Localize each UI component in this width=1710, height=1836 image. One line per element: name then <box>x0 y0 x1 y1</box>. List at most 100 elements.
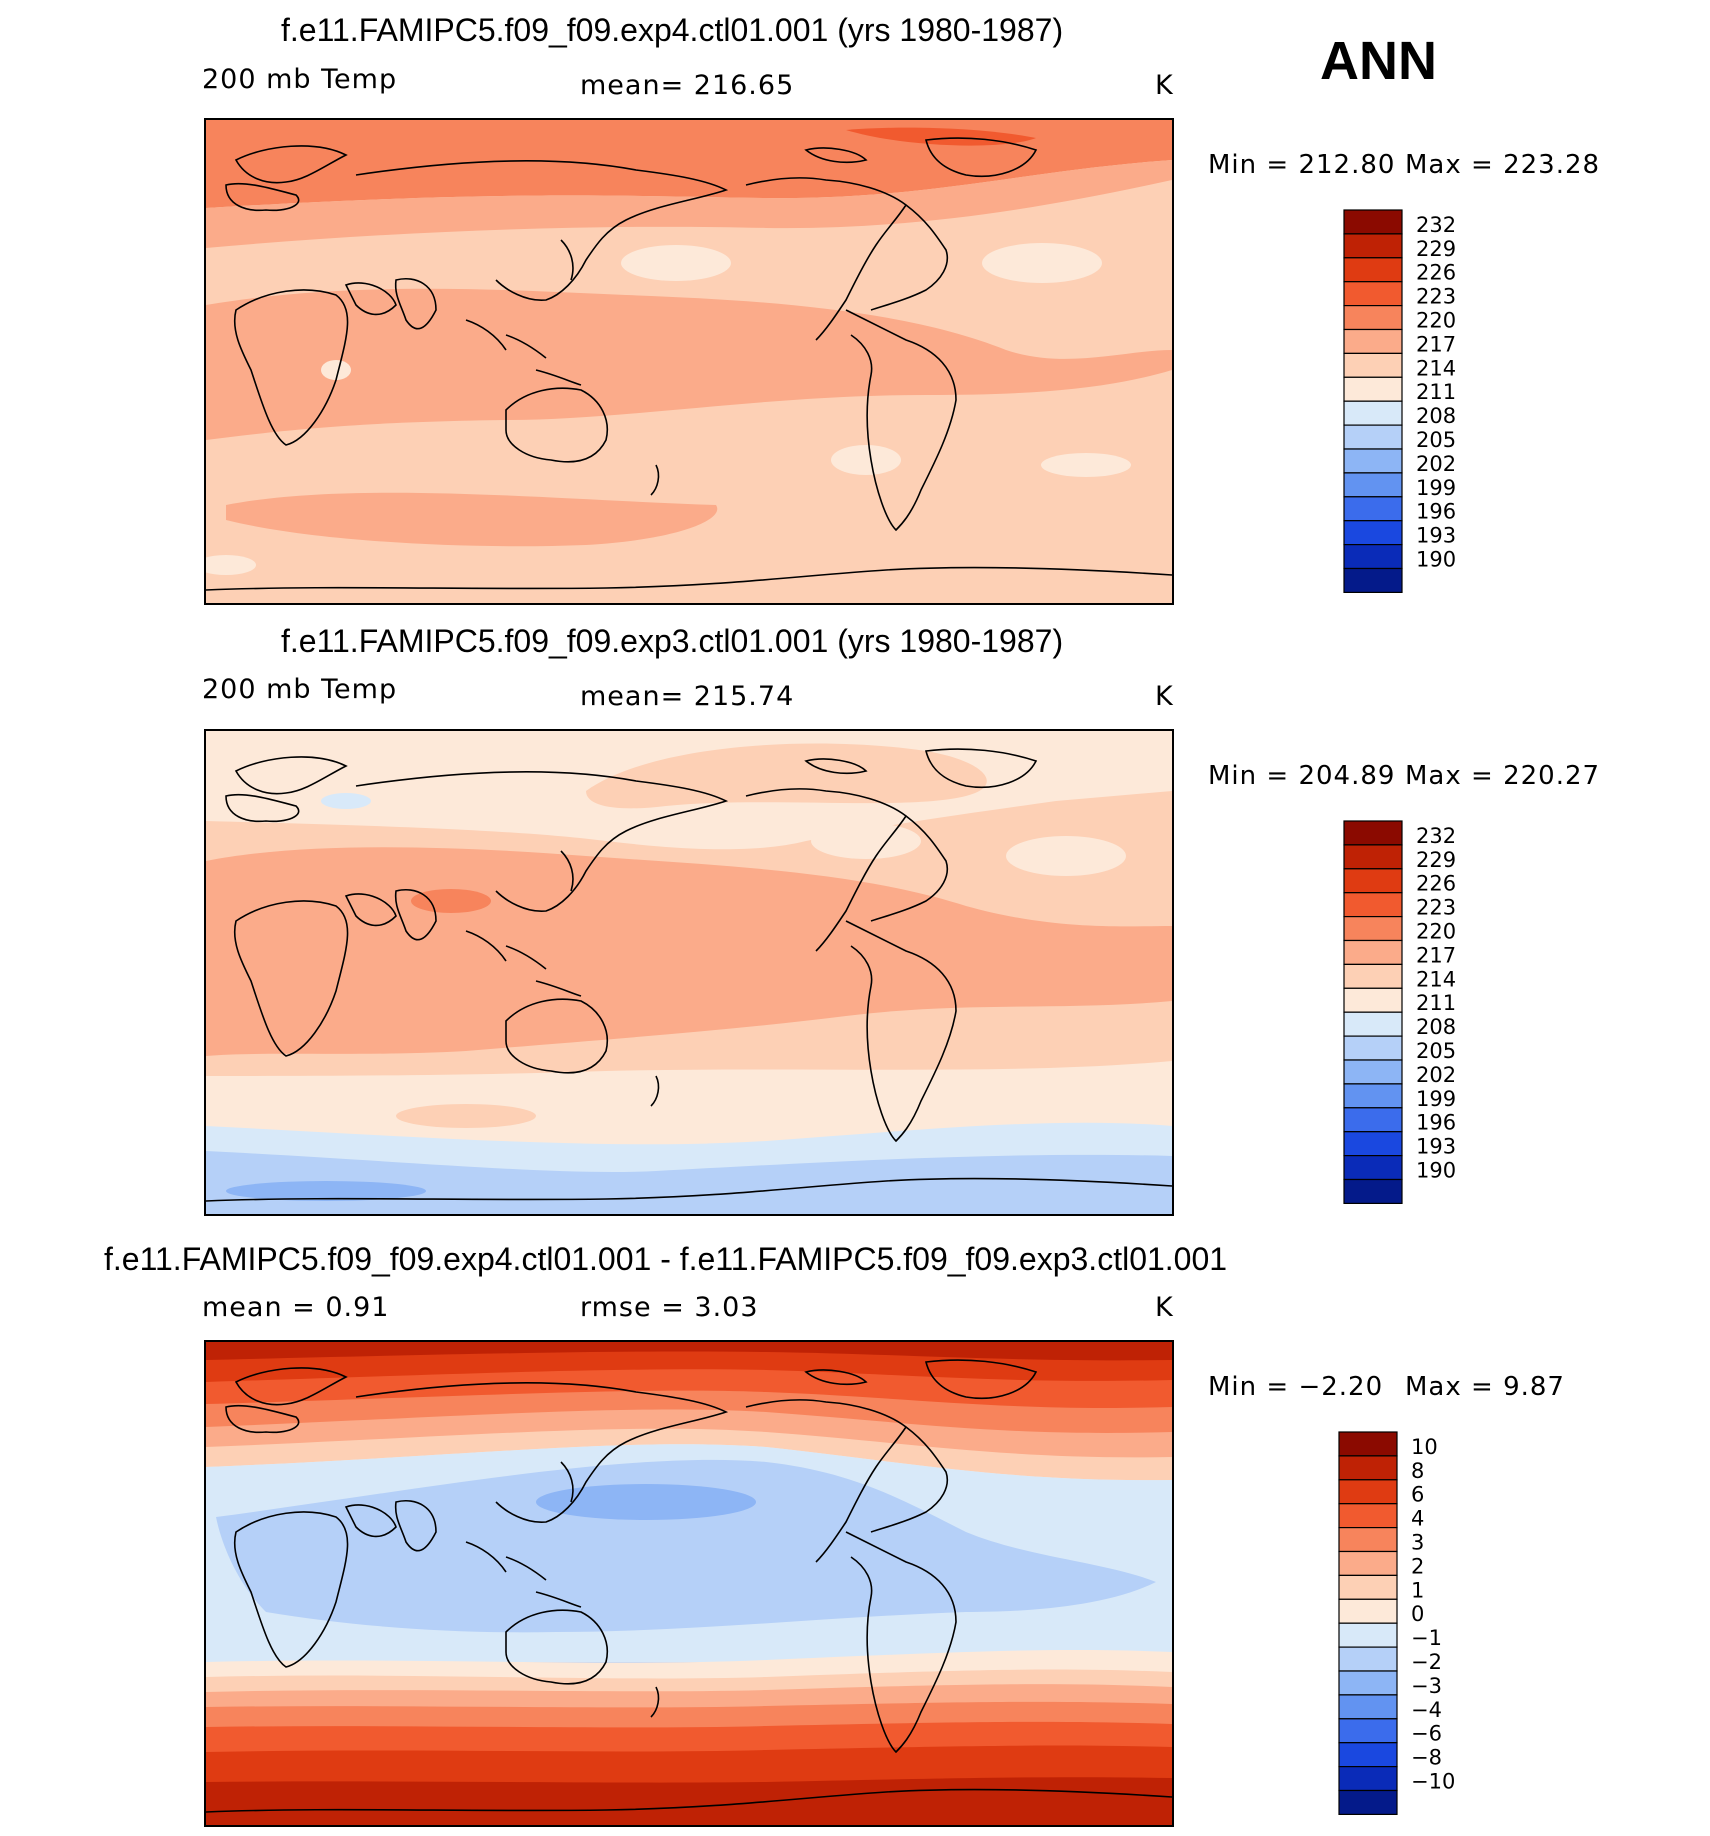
panel1-mean-label: mean= 216.65 <box>580 70 795 101</box>
colorbar-tick-label: 0 <box>1411 1602 1424 1626</box>
colorbar-bin <box>1343 400 1403 426</box>
coastline <box>225 1404 300 1434</box>
colorbar-tick-label: 10 <box>1411 1435 1438 1459</box>
colorbar-tick-label: 190 <box>1416 1159 1456 1183</box>
colorbar-tick-label: 4 <box>1411 1507 1424 1531</box>
panel3-title: f.e11.FAMIPC5.f09_f09.exp4.ctl01.001 - f… <box>104 1241 1228 1277</box>
colorbar-tick-label: −3 <box>1411 1674 1442 1698</box>
panel3-rmse-label: rmse = 3.03 <box>580 1292 759 1323</box>
colorbar-tick-label: 223 <box>1416 285 1456 309</box>
coastline <box>505 998 608 1074</box>
panel2-contour-tibet <box>411 889 491 913</box>
coastline <box>870 204 948 311</box>
colorbar-bin <box>1338 1742 1398 1768</box>
coastline <box>206 566 1172 591</box>
panel2-colorbar: 232 229 226 223 220 217 214 211 208 205 202 199 196 1… <box>1343 820 1484 1206</box>
colorbar-bin <box>1338 1526 1398 1553</box>
coastline <box>560 239 574 281</box>
colorbar-bin <box>1343 844 1403 870</box>
coastline <box>394 1500 437 1552</box>
coastline <box>234 145 348 184</box>
coastline <box>234 756 348 795</box>
panel3-colorbar: 10 8 6 4 3 2 1 0 −1 −2 −3 −4 −6 −8 −10 <box>1338 1431 1479 1817</box>
panel3-contour-minus2 <box>216 1459 1156 1633</box>
colorbar-bin <box>1343 963 1403 989</box>
coastline <box>465 1541 582 1608</box>
panel2-map-svg <box>206 731 1172 1214</box>
panel1-map-svg <box>206 120 1172 603</box>
colorbar-bin <box>1343 544 1403 570</box>
colorbar-bin <box>1343 233 1403 259</box>
colorbar-bin <box>1338 1766 1398 1792</box>
coastline <box>233 900 349 1057</box>
colorbar-bin <box>1338 1574 1398 1600</box>
colorbar-bin <box>1343 1178 1403 1204</box>
colorbar-tick-label: 205 <box>1416 428 1456 452</box>
colorbar-tick-label: 211 <box>1416 380 1456 404</box>
colorbar-tick-label: 8 <box>1411 1459 1424 1483</box>
colorbar-bin <box>1343 448 1403 474</box>
coastline <box>355 771 729 912</box>
colorbar-bin <box>1338 1646 1398 1672</box>
colorbar-tick-label: −10 <box>1411 1770 1455 1794</box>
colorbar-bin <box>1343 424 1403 450</box>
colorbar-tick-label: 214 <box>1416 356 1456 380</box>
colorbar-bin <box>1338 1455 1398 1481</box>
coastline <box>394 278 437 330</box>
colorbar-tick-label: 193 <box>1416 524 1456 548</box>
colorbar-tick-label: −4 <box>1411 1698 1442 1722</box>
colorbar-tick-label: 232 <box>1416 213 1456 237</box>
panel2-coastlines <box>206 748 1172 1202</box>
colorbar-tick-label: 220 <box>1416 309 1456 333</box>
colorbar-bin <box>1338 1503 1398 1529</box>
coastline <box>344 893 397 927</box>
panel3-contour-minus3 <box>536 1484 756 1520</box>
coastline <box>560 1461 574 1503</box>
coastline <box>650 1686 660 1718</box>
panel1-variable-label: 200 mb Temp <box>202 64 398 95</box>
colorbar-bin <box>1338 1598 1398 1624</box>
colorbar-tick-label: 223 <box>1416 896 1456 920</box>
colorbar-bin <box>1343 892 1403 918</box>
coastline <box>225 182 300 212</box>
panel3-map-svg <box>206 1342 1172 1825</box>
coastline <box>355 160 729 301</box>
coastline <box>560 850 574 892</box>
coastline <box>925 137 1038 178</box>
coastline <box>845 1531 957 1754</box>
colorbar-tick-label: 190 <box>1416 548 1456 572</box>
colorbar-bin <box>1338 1622 1398 1648</box>
colorbar-tick-label: 226 <box>1416 872 1456 896</box>
colorbar-bin <box>1343 328 1403 354</box>
coastline <box>355 1382 729 1523</box>
season-label: ANN <box>1320 31 1437 91</box>
colorbar-tick-label: 202 <box>1416 1063 1456 1087</box>
panel1-colorbar: 232 229 226 223 220 217 214 211 208 205 202 199 196 1… <box>1343 209 1484 595</box>
colorbar-tick-label: −8 <box>1411 1746 1442 1770</box>
colorbar-tick-label: 208 <box>1416 404 1456 428</box>
panel2-map <box>204 729 1174 1216</box>
coastline <box>870 1426 948 1533</box>
panel1-contour-southern <box>226 492 718 547</box>
coastline <box>925 1359 1038 1400</box>
colorbar-bin <box>1338 1789 1398 1815</box>
colorbar-tick-label: 202 <box>1416 452 1456 476</box>
colorbar-bin <box>1343 1107 1403 1133</box>
colorbar-tick-label: 2 <box>1411 1554 1424 1578</box>
coastline <box>650 464 660 496</box>
panel2-min-label: Min = 204.89 <box>1208 761 1396 791</box>
colorbar-bin <box>1343 376 1403 402</box>
colorbar-bin <box>1343 281 1403 307</box>
panel2-max-label: Max = 220.27 <box>1405 761 1601 791</box>
panel1-min-label: Min = 212.80 <box>1208 150 1396 180</box>
panel1-coastlines <box>206 137 1172 591</box>
colorbar-bin <box>1343 939 1403 965</box>
colorbar-tick-label: 226 <box>1416 261 1456 285</box>
colorbar-tick-label: 6 <box>1411 1483 1424 1507</box>
colorbar-tick-label: 196 <box>1416 1111 1456 1135</box>
coastline <box>344 282 397 316</box>
coastline <box>344 1504 397 1538</box>
colorbar-bin <box>1343 1131 1403 1157</box>
panel1-contour-tropics <box>206 288 1172 440</box>
